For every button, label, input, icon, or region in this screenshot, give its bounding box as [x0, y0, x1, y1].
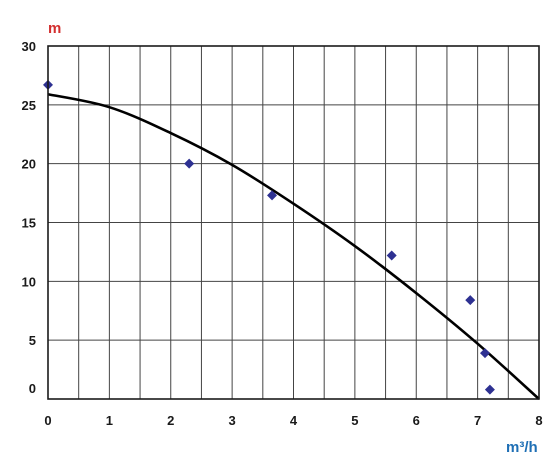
data-point-marker — [465, 295, 476, 306]
y-tick-label: 30 — [22, 39, 36, 54]
grid — [47, 45, 540, 400]
x-tick-label: 8 — [535, 413, 542, 428]
x-tick-label: 5 — [351, 413, 358, 428]
x-tick-label: 6 — [413, 413, 420, 428]
data-point-marker — [184, 158, 195, 169]
y-tick-label: 20 — [22, 157, 36, 172]
x-axis-unit-label: m³/h — [506, 439, 538, 456]
x-tick-label: 7 — [474, 413, 481, 428]
x-tick-label: 0 — [44, 413, 51, 428]
x-tick-label: 4 — [290, 413, 298, 428]
fit-curve-line — [47, 92, 540, 400]
plot-frame — [47, 45, 540, 400]
x-tick-label: 2 — [167, 413, 174, 428]
y-tick-label: 15 — [22, 216, 36, 231]
y-tick-labels: 0 5 10 15 20 25 30 — [22, 39, 36, 396]
x-tick-labels: 0 1 2 3 4 5 6 7 8 — [44, 413, 542, 428]
data-point-marker — [267, 190, 278, 201]
data-point-marker — [386, 250, 397, 261]
data-points — [43, 79, 495, 395]
y-axis-unit-label: m — [48, 20, 61, 37]
x-tick-label: 3 — [229, 413, 236, 428]
data-point-marker — [484, 384, 495, 395]
x-tick-label: 1 — [106, 413, 113, 428]
y-tick-label: 5 — [29, 333, 36, 348]
data-point-marker — [479, 348, 490, 359]
y-tick-label: 10 — [22, 274, 36, 289]
y-tick-label: 25 — [22, 98, 36, 113]
y-tick-label: 0 — [29, 381, 36, 396]
